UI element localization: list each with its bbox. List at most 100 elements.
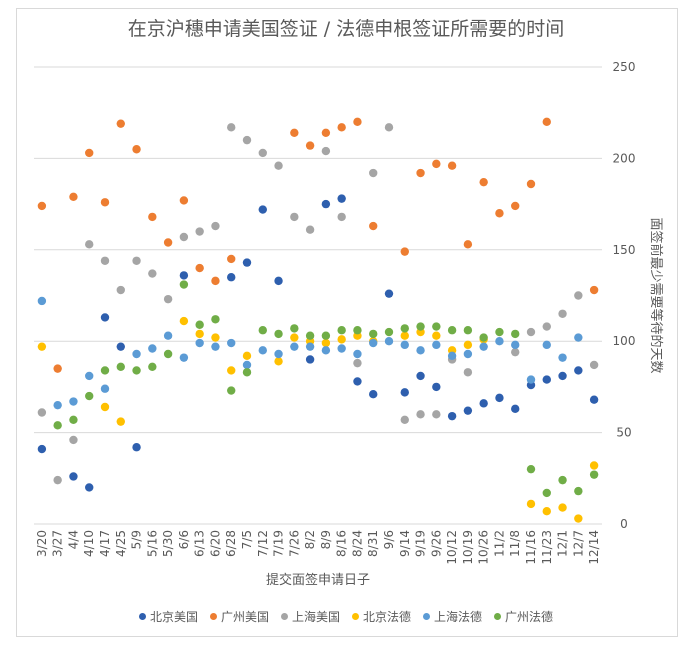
data-point [589,360,599,370]
data-point [337,344,346,353]
data-point [526,499,536,509]
data-point [148,362,157,371]
data-point [211,342,220,351]
data-point [211,333,220,342]
x-tick-label: 7/5 [240,530,254,549]
data-point [163,331,173,340]
data-point [432,340,441,350]
data-point [290,342,299,351]
data-point [211,276,220,286]
x-tick-label: 8/24 [350,530,364,557]
data-point [116,119,125,128]
x-tick-label: 6/20 [208,530,222,557]
data-point [416,322,425,331]
x-tick-label: 11/2 [492,530,506,557]
data-point [258,326,267,335]
data-point [353,377,362,386]
data-point [100,402,110,412]
data-point [321,128,331,138]
legend-item: 广州法德 [494,608,553,625]
legend-item: 上海法德 [423,608,482,625]
legend-marker [494,613,502,620]
y-tick-label: 200 [613,151,636,165]
data-point [463,349,473,359]
data-point [353,349,362,359]
data-point [85,391,94,401]
data-point [495,393,504,403]
data-point [211,221,220,231]
data-point [558,309,567,318]
x-tick-label: 9/6 [382,530,396,549]
data-point [53,475,62,485]
data-point [511,201,520,211]
x-tick-label: 11/8 [508,530,522,557]
x-tick-label: 12/14 [587,530,601,565]
chart-title: 在京沪穗申请美国签证 / 法德申根签证所需要的时间 [127,18,565,40]
data-point [542,375,551,384]
x-tick-label: 10/19 [461,530,475,565]
x-tick-label: 12/1 [556,530,570,557]
data-point [526,179,536,189]
data-point [69,435,78,445]
data-point [37,296,47,306]
data-point [258,148,267,158]
data-point [69,415,78,425]
data-point [353,358,362,368]
data-point [179,271,189,280]
x-tick-label: 6/28 [224,530,238,557]
data-point [100,384,110,393]
data-point [369,168,378,178]
data-point [447,326,457,335]
data-point [53,364,62,373]
y-tick-label: 0 [620,517,628,531]
data-point [116,285,125,295]
data-point [526,327,536,337]
data-point [305,342,315,351]
legend-marker [138,613,146,620]
data-point [574,486,583,496]
data-point [132,443,141,452]
data-point [495,337,504,346]
data-point [242,360,252,370]
data-point [511,347,520,357]
data-point [558,353,567,362]
x-tick-label: 8/2 [303,530,317,549]
legend-label: 北京美国 [149,610,198,624]
legend-label: 上海美国 [291,610,340,624]
data-point [69,192,78,201]
legend-marker [209,613,217,620]
data-point [495,209,504,218]
x-tick-label: 6/6 [177,530,191,549]
data-point [384,123,394,132]
data-point [526,464,536,474]
data-point [132,145,141,154]
data-point [148,344,157,353]
data-point [179,280,189,289]
data-point [85,483,94,492]
x-tick-label: 11/23 [540,530,554,565]
data-point [132,366,141,375]
data-point [100,198,110,207]
data-point [195,227,204,236]
data-point [100,256,110,265]
data-point [589,395,599,404]
data-point [69,397,78,406]
data-point [227,254,236,264]
data-point [100,313,110,322]
y-tick-label: 50 [616,426,631,440]
x-tick-label: 4/25 [114,530,128,557]
x-tick-label: 9/26 [429,530,443,557]
data-point [432,331,441,340]
legend-marker [352,613,359,620]
legend-marker [423,613,431,620]
x-tick-label: 5/30 [161,530,175,557]
data-point [574,291,583,300]
legend-label: 广州美国 [220,610,269,624]
data-point [400,340,409,350]
data-point [337,212,346,222]
data-point [53,400,62,410]
data-point [337,335,346,344]
data-point [337,326,346,335]
x-tick-label: 5/16 [145,530,159,557]
data-point [85,371,94,381]
